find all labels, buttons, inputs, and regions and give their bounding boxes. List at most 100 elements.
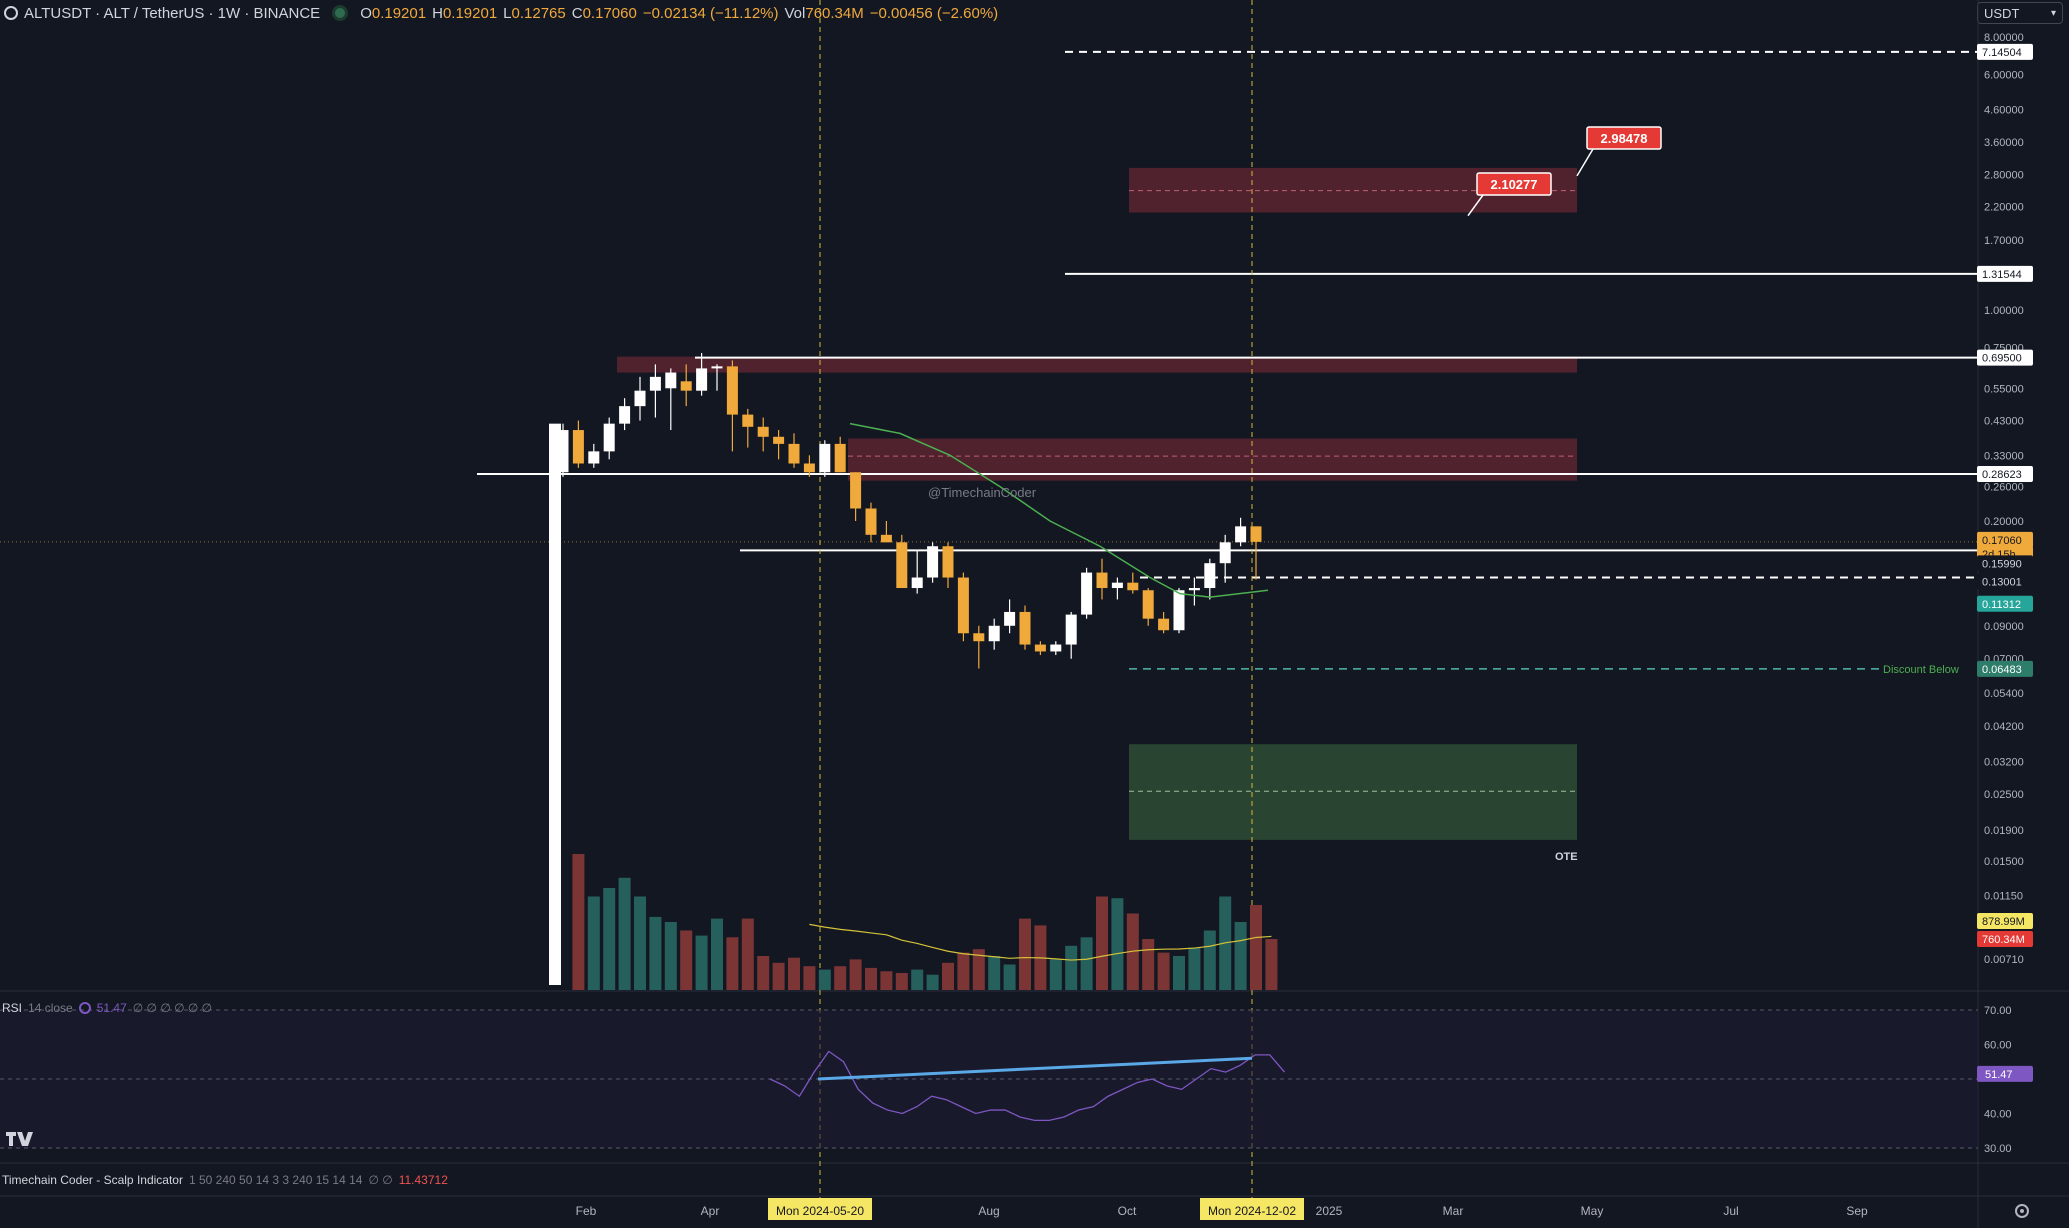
volume-bar [865, 967, 877, 990]
volume-bar [1157, 952, 1170, 990]
rsi-settings-icon[interactable] [78, 1002, 91, 1014]
price-tag: 760.34M [1982, 934, 2025, 946]
candle-body [757, 426, 769, 437]
price-axis-tick: 0.00710 [1984, 954, 2024, 966]
rsi-axis-tick: 60.00 [1984, 1040, 2012, 1052]
price-tag: 0.69500 [1982, 353, 2022, 365]
candle-body [1188, 588, 1200, 591]
candle-body [1050, 644, 1062, 652]
rsi-line [769, 1050, 1285, 1122]
volume-bar [1065, 945, 1078, 990]
candle-body [1081, 572, 1093, 615]
volume-bar [1049, 959, 1062, 990]
price-tag-box [1977, 913, 2033, 929]
volume-bar [988, 956, 1001, 990]
callout-pointer [1467, 194, 1484, 217]
rsi-value-tag: 51.47 [1985, 1069, 2013, 1081]
candle-body [1065, 614, 1077, 645]
volume-bar [1265, 939, 1278, 990]
volume-bar [1250, 905, 1262, 990]
candle-body [572, 430, 584, 464]
open-value: 0.19201 [371, 4, 427, 22]
rsi-header: RSI 14 close 51.47 ∅ ∅ ∅ ∅ ∅ ∅ [2, 1001, 212, 1015]
volume-bar [741, 918, 754, 990]
volume-bar [603, 888, 616, 990]
price-axis-tick: 0.09000 [1984, 621, 2024, 633]
candle-body [988, 625, 1000, 642]
price-axis-tick: 0.01500 [1984, 856, 2024, 868]
rsi-title: RSI [2, 1001, 23, 1015]
low-label: L [503, 4, 512, 22]
volume-bar [911, 969, 924, 990]
price-tag-box [1977, 265, 2033, 282]
time-axis-tick: Sep [1846, 1204, 1868, 1218]
candle-body [1219, 542, 1231, 564]
price-axis-tick: 0.03200 [1984, 756, 2024, 768]
time-axis-tick: May [1581, 1204, 1604, 1218]
volume-bar [1203, 930, 1216, 990]
high-value: 0.19201 [442, 4, 498, 22]
listing-bar [549, 423, 561, 985]
price-tag: 7.14504 [1982, 47, 2022, 59]
price-axis-tick: 1.00000 [1984, 305, 2024, 317]
volume-bar [572, 854, 585, 990]
candle-body [957, 577, 969, 634]
volume-bar [1234, 922, 1247, 990]
candle-body [803, 463, 815, 473]
candle-body [1204, 563, 1216, 589]
volume-bar [834, 966, 847, 990]
open-label: O [360, 4, 372, 22]
candle-body [634, 390, 646, 407]
volume-bar [1173, 956, 1185, 990]
price-change: −0.02134 (−11.12%) [642, 4, 779, 22]
discount-label: Discount Below [1883, 664, 1959, 676]
tradingview-logo-icon [6, 1132, 33, 1146]
time-axis-tick: Aug [978, 1204, 999, 1218]
watermark: @TimechainCoder [928, 485, 1037, 500]
candle-body [557, 430, 569, 473]
indicator-header: Timechain Coder - Scalp Indicator 1 50 2… [2, 1173, 448, 1187]
volume-bar [895, 973, 908, 990]
candle-body [665, 372, 677, 389]
symbol-title[interactable]: ALTUSDT · ALT / TetherUS · 1W · BINANCE [24, 4, 321, 22]
price-tag: 0.28623 [1982, 469, 2022, 481]
volume-change: −0.00456 (−2.60%) [869, 4, 999, 22]
candle-body [1142, 590, 1154, 619]
rsi-axis-tick: 40.00 [1984, 1109, 2012, 1121]
settings-gear-icon[interactable] [2015, 1204, 2029, 1218]
target-label-box [1476, 172, 1552, 196]
price-tag-box [1977, 595, 2033, 612]
price-tag-box [1977, 931, 2033, 947]
price-axis-tick: 1.70000 [1984, 235, 2024, 247]
candle-body [1096, 572, 1108, 589]
indicator-name[interactable]: Timechain Coder - Scalp Indicator [2, 1173, 183, 1187]
volume-bar [1142, 939, 1155, 990]
target-label: 2.10277 [1491, 177, 1538, 192]
gear-center [2020, 1209, 2024, 1213]
volume-bar [880, 971, 893, 990]
candle-body [1158, 618, 1170, 631]
candle-body [834, 443, 846, 473]
price-axis-tick: 0.05400 [1984, 688, 2024, 700]
volume-bar [788, 957, 800, 990]
volume-bar [926, 974, 939, 990]
time-axis-tick: Feb [576, 1204, 597, 1218]
volume-bar [1019, 918, 1031, 990]
price-tag-box [1977, 43, 2033, 60]
volume-bar [587, 896, 600, 990]
price-axis-tick: 0.02500 [1984, 789, 2024, 801]
candle-body [619, 406, 631, 424]
candle-body [911, 577, 923, 589]
candle-body [1127, 582, 1139, 591]
callout-pointer [1576, 148, 1594, 177]
rsi-extra: ∅ ∅ ∅ ∅ ∅ ∅ [132, 1001, 213, 1015]
candle-body [942, 546, 954, 578]
candle-body [865, 508, 877, 535]
price-tag: 1.31544 [1982, 269, 2022, 281]
time-highlight-label: Mon 2024-12-02 [1208, 1204, 1296, 1218]
price-axis-tick: 0.01900 [1984, 825, 2024, 837]
moving-average-line [849, 422, 1269, 598]
rsi-params: 14 close [28, 1001, 73, 1015]
volume-bar [695, 935, 708, 990]
